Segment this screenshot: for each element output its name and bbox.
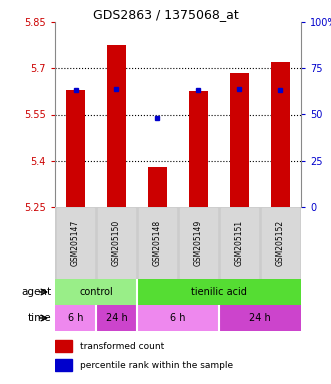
Bar	[180, 209, 217, 278]
Text: time: time	[27, 313, 51, 323]
Bar	[57, 209, 94, 278]
Text: transformed count: transformed count	[79, 342, 164, 351]
Bar	[96, 305, 137, 331]
Bar	[107, 45, 126, 207]
Bar	[55, 305, 96, 331]
Text: GSM205151: GSM205151	[235, 220, 244, 266]
Text: GSM205150: GSM205150	[112, 220, 121, 266]
Bar	[137, 279, 301, 305]
Bar	[55, 359, 72, 371]
Text: 24 h: 24 h	[249, 313, 271, 323]
Bar	[139, 209, 176, 278]
Text: control: control	[79, 287, 113, 297]
Text: 6 h: 6 h	[68, 313, 83, 323]
Bar	[137, 305, 219, 331]
Bar	[66, 90, 85, 207]
Text: agent: agent	[21, 287, 51, 297]
Bar	[189, 91, 208, 207]
Bar	[271, 62, 290, 207]
Text: GSM205147: GSM205147	[71, 220, 80, 266]
Text: GSM205148: GSM205148	[153, 220, 162, 266]
Bar	[219, 305, 301, 331]
Text: 24 h: 24 h	[106, 313, 127, 323]
Bar	[221, 209, 258, 278]
Bar	[55, 340, 72, 352]
Text: percentile rank within the sample: percentile rank within the sample	[79, 361, 233, 370]
Text: GSM205152: GSM205152	[276, 220, 285, 266]
Text: GSM205149: GSM205149	[194, 220, 203, 266]
Text: 6 h: 6 h	[170, 313, 186, 323]
Bar	[230, 73, 249, 207]
Bar	[98, 209, 135, 278]
Bar	[55, 279, 137, 305]
Text: GDS2863 / 1375068_at: GDS2863 / 1375068_at	[93, 8, 238, 21]
Bar	[148, 167, 167, 207]
Text: tienilic acid: tienilic acid	[191, 287, 247, 297]
Bar	[262, 209, 299, 278]
